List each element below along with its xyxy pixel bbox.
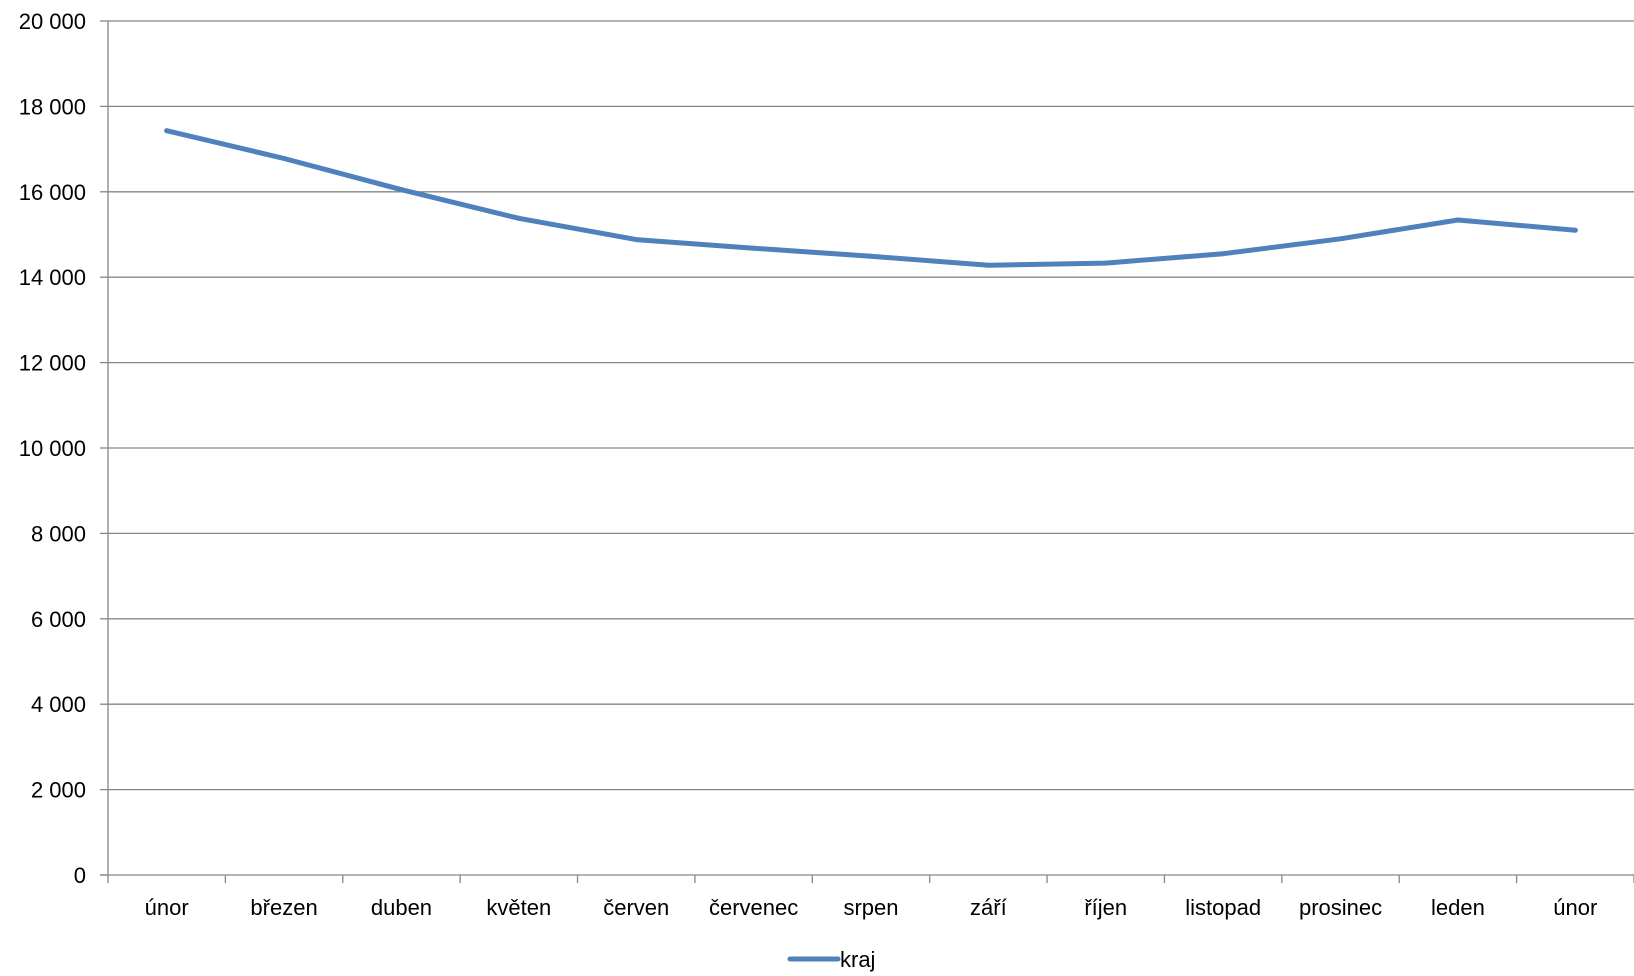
data-point: [633, 237, 639, 243]
data-point: [281, 155, 287, 161]
y-tick-label: 12 000: [19, 351, 86, 376]
x-tick-label: leden: [1431, 895, 1485, 920]
x-tick-label: březen: [250, 895, 317, 920]
data-point: [985, 262, 991, 268]
x-tick-label: říjen: [1084, 895, 1127, 920]
x-tick-label: duben: [371, 895, 432, 920]
data-point: [516, 215, 522, 221]
data-point: [1338, 236, 1344, 242]
y-tick-label: 18 000: [19, 94, 86, 119]
legend-label: kraj: [840, 947, 875, 972]
data-point: [868, 253, 874, 259]
x-tick-label: únor: [1553, 895, 1597, 920]
x-tick-label: prosinec: [1299, 895, 1382, 920]
data-point: [164, 128, 170, 134]
data-point: [1103, 260, 1109, 266]
gridlines: [108, 20, 1634, 791]
legend: kraj: [787, 947, 875, 972]
data-point: [1455, 217, 1461, 223]
series-lines: [164, 128, 1578, 268]
data-point: [398, 187, 404, 193]
y-tick-label: 14 000: [19, 265, 86, 290]
x-tick-label: srpen: [843, 895, 898, 920]
y-tick-label: 6 000: [31, 607, 86, 632]
x-tick-label: únor: [145, 895, 189, 920]
data-point: [751, 245, 757, 251]
y-tick-label: 16 000: [19, 180, 86, 205]
x-tick-label: září: [970, 895, 1007, 920]
y-tick-label: 0: [74, 863, 86, 888]
series-line-kraj: [164, 128, 1578, 268]
x-tick-label: červenec: [709, 895, 798, 920]
x-tick-label: listopad: [1185, 895, 1261, 920]
axes: [100, 20, 1634, 883]
y-axis-tick-labels: 0 2 000 4 000 6 000 8 000 10 000 12 000 14 000 1…: [19, 9, 86, 888]
y-tick-label: 2 000: [31, 778, 86, 803]
x-axis-tick-labels: únor březen duben květen červen červenec srpen…: [145, 895, 1598, 920]
data-point: [1572, 227, 1578, 233]
y-tick-label: 10 000: [19, 436, 86, 461]
y-tick-label: 8 000: [31, 521, 86, 546]
x-tick-label: červen: [603, 895, 669, 920]
x-tick-label: květen: [486, 895, 551, 920]
y-tick-label: 20 000: [19, 9, 86, 34]
y-tick-label: 4 000: [31, 692, 86, 717]
data-point: [1220, 251, 1226, 257]
